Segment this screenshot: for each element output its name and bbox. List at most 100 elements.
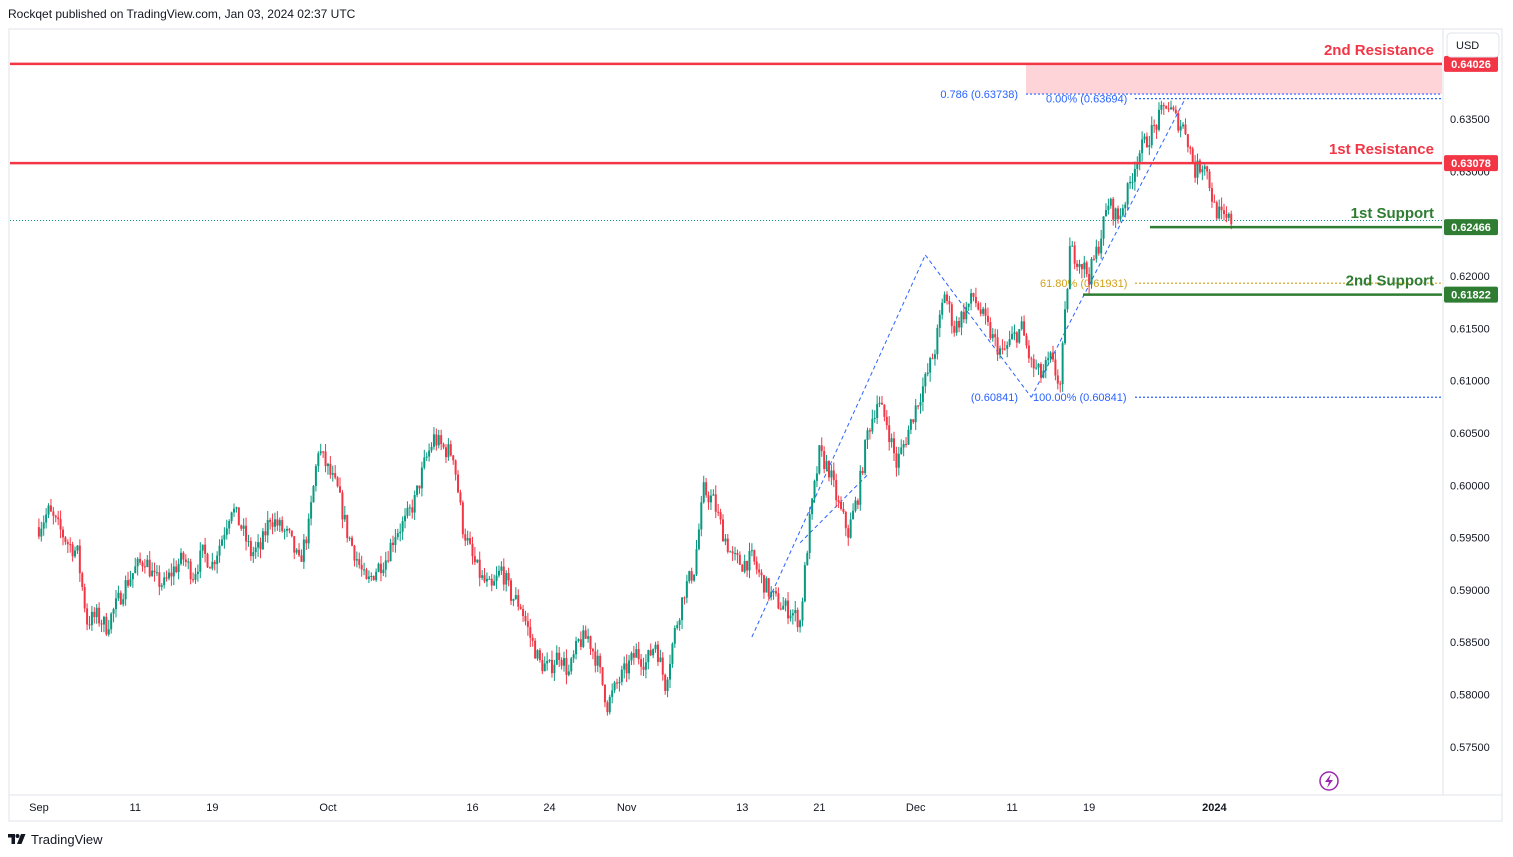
candle-body (1112, 198, 1115, 220)
candle-body (394, 537, 397, 546)
candle-body (1227, 213, 1230, 218)
candle-body (572, 654, 575, 659)
candle-body (1194, 162, 1197, 178)
candle-body (861, 470, 864, 474)
candle-body (466, 538, 469, 541)
price-badges: 0.64026 0.63078 0.62466 0.61822 (1444, 55, 1498, 303)
candle-body (83, 587, 86, 609)
candle-body (584, 630, 587, 639)
candle-body (1011, 333, 1014, 340)
candle-body (1051, 352, 1054, 360)
candle-body (548, 659, 551, 661)
candle-body (558, 652, 561, 660)
candle-body (387, 560, 390, 562)
candle-body (1085, 262, 1088, 275)
candle-body (493, 581, 496, 586)
candle-body (1071, 245, 1074, 247)
candle-body (59, 519, 62, 530)
candle-body (218, 545, 221, 556)
candle-body (351, 537, 354, 546)
candle-body (247, 541, 250, 543)
time-tick-label: 13 (736, 802, 748, 814)
candle-body (526, 621, 529, 627)
candle-body (950, 304, 953, 327)
candle-body (859, 470, 862, 505)
candle-body (1215, 202, 1218, 219)
candle-body (890, 438, 893, 443)
candle-body (1097, 246, 1100, 254)
candle-body (1027, 345, 1030, 359)
candle-body (211, 561, 214, 569)
candle-body (1001, 348, 1004, 350)
candle-body (743, 560, 746, 572)
candle-body (1174, 109, 1177, 114)
price-badge (1444, 286, 1498, 303)
candle-body (1090, 258, 1093, 285)
time-tick-label: 21 (813, 802, 825, 814)
candle-body (131, 573, 134, 580)
price-tick-label: 0.60500 (1450, 428, 1490, 440)
candle-body (960, 311, 963, 328)
time-tick-label: Sep (29, 802, 49, 814)
candle-body (625, 663, 628, 674)
candle-body (1153, 125, 1156, 127)
candle-body (346, 514, 349, 539)
time-axis-labels: Sep 11 19 Oct 16 24 Nov 13 21 Dec 11 19 2024 (29, 802, 1227, 814)
candle-body (122, 599, 125, 605)
candle-body (1148, 145, 1151, 148)
candle-body (996, 337, 999, 355)
fib-trend-line (799, 474, 868, 544)
candle-body (659, 657, 662, 662)
candle-body (54, 515, 57, 518)
candle-body (787, 600, 790, 619)
candle-body (970, 293, 973, 304)
candle-body (348, 537, 351, 539)
candle-body (1035, 367, 1038, 369)
candle-body (310, 502, 313, 519)
candle-body (998, 348, 1001, 355)
candle-body (1196, 160, 1199, 178)
candle-body (1143, 136, 1146, 140)
candle-body (750, 550, 753, 552)
tradingview-logo-icon (8, 834, 26, 844)
candle-body (457, 474, 460, 493)
candle-body (748, 551, 751, 571)
candle-body (155, 572, 158, 574)
time-tick-label: 16 (466, 802, 478, 814)
candle-body (45, 514, 48, 523)
candle-body (668, 663, 671, 680)
candle-body (888, 425, 891, 443)
candle-body (534, 640, 537, 659)
candle-body (599, 655, 602, 668)
candle-body (1114, 208, 1117, 220)
candle-body (353, 545, 356, 561)
candle-body (1025, 335, 1028, 346)
candle-body (880, 402, 883, 405)
candle-body (1206, 166, 1209, 172)
candle-body (146, 559, 149, 567)
candle-body (758, 569, 761, 573)
candle-body (338, 486, 341, 493)
fib-level-label: 100.00% (0.60841) (1033, 392, 1127, 404)
candle-body (204, 544, 207, 555)
lightning-icon[interactable] (1319, 771, 1339, 791)
candle-body (897, 453, 900, 468)
candle-body (1013, 332, 1016, 334)
candle-body (796, 610, 799, 628)
currency-button[interactable]: USD (1446, 32, 1500, 58)
candle-body (712, 494, 715, 496)
candle-body (264, 531, 267, 536)
candle-body (1092, 258, 1095, 260)
price-tick-label: 0.62000 (1450, 271, 1490, 283)
candle-body (1015, 332, 1018, 343)
candle-body (259, 542, 262, 550)
candle-body (442, 444, 445, 448)
candle-body (864, 440, 867, 474)
candle-body (1119, 215, 1122, 220)
candle-body (237, 507, 240, 526)
candle-body (437, 435, 440, 446)
tradingview-brand[interactable]: TradingView (8, 829, 103, 849)
candle-body (519, 606, 522, 610)
candle-body (216, 555, 219, 565)
